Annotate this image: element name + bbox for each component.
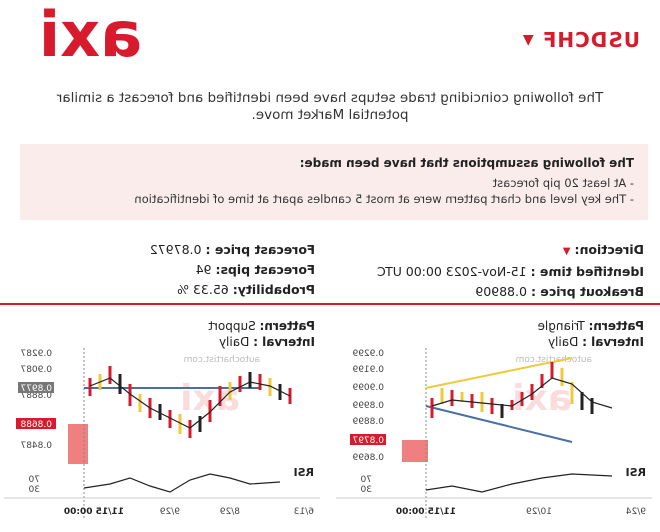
forecast-price-row: Forecast price : 0.87972: [150, 240, 315, 260]
date-tick: 8/29: [220, 507, 240, 517]
direction-row: Direction: ▼: [377, 240, 644, 262]
price-axis: 0.9287 0.9087 0.8887 0.8487: [21, 349, 53, 451]
chart-watermark: autochartist.com: [184, 355, 260, 365]
assumption-item: - The key level and chart pattern were a…: [134, 192, 634, 206]
pattern-label: Pattern:: [259, 319, 315, 333]
support-price-highlight: [18, 382, 54, 393]
forecast-price-label: Forecast price :: [205, 242, 315, 257]
date-tick: 9/24: [626, 507, 646, 517]
interval-label: Interval :: [253, 335, 315, 349]
right-panel-info: Pattern: Support Interval : Daily: [208, 318, 315, 350]
forecast-pips-value: 94: [195, 262, 212, 277]
price-tick: 0.8999: [352, 401, 384, 411]
assumptions-title: The following assumptions that have been…: [299, 156, 634, 170]
price-tick: 0.8899: [352, 417, 384, 427]
rsi-line: [425, 473, 613, 493]
price-tick: 0.9099: [352, 383, 384, 393]
rsi-label: RSI: [626, 466, 647, 479]
rsi-level: 30: [360, 485, 372, 495]
price-highlight-label: 0.8797: [353, 436, 385, 446]
price-tick: 0.9299: [352, 349, 384, 359]
rsi-level: 30: [28, 485, 40, 495]
left-panel-info: Pattern: Triangle Interval : Daily: [538, 318, 644, 350]
price-tick: 0.9087: [21, 365, 53, 375]
pattern-label: Pattern:: [588, 319, 644, 333]
triangle-lower-line: [425, 405, 573, 443]
date-tick: 10/29: [526, 507, 552, 517]
date-tick: 6/13: [294, 507, 314, 517]
rsi-level: 70: [360, 475, 372, 485]
breakout-row: Breakout price : 0.88909: [377, 282, 644, 302]
price-tick: 0.8887: [21, 391, 53, 401]
probability-label: Probability:: [232, 282, 315, 297]
forecast-pips-row: Forecast pips: 94: [150, 260, 315, 280]
date-tick: 11/15 00:00: [64, 507, 124, 517]
forecast-price-value: 0.87972: [149, 242, 202, 257]
candles: [430, 362, 594, 418]
direction-label: Direction:: [574, 242, 644, 257]
interval-label: Interval :: [582, 335, 644, 349]
identified-row: Identified time : 15-Nov-2023 00:00 UTC: [377, 262, 644, 282]
support-chart[interactable]: axi autochartist.com 0.9287 0.9087 0.888…: [4, 348, 320, 520]
date-tick: 11/15 00:00: [396, 507, 456, 517]
interval-value: Daily: [547, 335, 579, 349]
pattern-value: Support: [208, 319, 256, 333]
forecast-zone: [402, 440, 428, 462]
forecast-pips-label: Forecast pips:: [215, 262, 316, 277]
axi-logo: axi: [39, 4, 142, 66]
caret-down-icon: ▼: [522, 32, 534, 48]
symbol-name: USDCHF: [541, 28, 640, 52]
price-tick: 0.8487: [21, 441, 53, 451]
target-price-highlight: [16, 418, 56, 429]
price-tick: 0.9287: [21, 349, 53, 359]
intro-text: The following coinciding trade setups ha…: [56, 90, 604, 123]
brand-logo-text: axi: [39, 4, 142, 66]
rsi-line: [83, 473, 281, 493]
header: axi USDCHF ▼: [0, 0, 660, 80]
candles: [88, 366, 292, 438]
assumptions-box: The following assumptions that have been…: [20, 144, 648, 220]
section-divider: [0, 303, 660, 305]
triangle-upper-line: [425, 357, 573, 389]
assumption-item: - At least 20 pip forecast: [492, 176, 634, 190]
date-tick: 9/29: [160, 507, 180, 517]
identified-label: Identified time :: [530, 264, 644, 279]
forecast-summary: Forecast price : 0.87972 Forecast pips: …: [150, 240, 315, 300]
moving-average-line: [431, 377, 613, 409]
triangle-chart[interactable]: axi autochartist.com 0.9299 0.9199 0.909…: [336, 348, 652, 520]
breakout-label: Breakout price :: [530, 284, 644, 299]
down-arrow-icon: ▼: [562, 246, 571, 257]
probability-row: Probability: 65.33 %: [150, 280, 315, 300]
support-price-label: 0.8977: [21, 384, 53, 394]
symbol-selector[interactable]: USDCHF ▼: [523, 28, 640, 52]
target-price-label: 0.8688: [20, 420, 52, 430]
rsi-label: RSI: [294, 466, 315, 479]
breakout-value: 0.88909: [475, 284, 527, 299]
interval-value: Daily: [218, 335, 250, 349]
moving-average-line: [89, 377, 291, 429]
price-highlight: [350, 434, 386, 445]
rsi-level: 70: [28, 475, 40, 485]
trade-summary: Direction: ▼ Identified time : 15-Nov-20…: [377, 240, 644, 302]
price-tick: 0.9199: [352, 365, 384, 375]
forecast-zone: [68, 424, 88, 464]
probability-value: 65.33 %: [177, 282, 229, 297]
identified-value: 15-Nov-2023 00:00 UTC: [377, 264, 527, 279]
price-axis: 0.9299 0.9199 0.9099 0.8999 0.8899 0.869…: [352, 349, 384, 463]
pattern-value: Triangle: [537, 319, 585, 333]
price-tick: 0.8699: [352, 453, 384, 463]
chart-watermark: autochartist.com: [516, 355, 592, 365]
